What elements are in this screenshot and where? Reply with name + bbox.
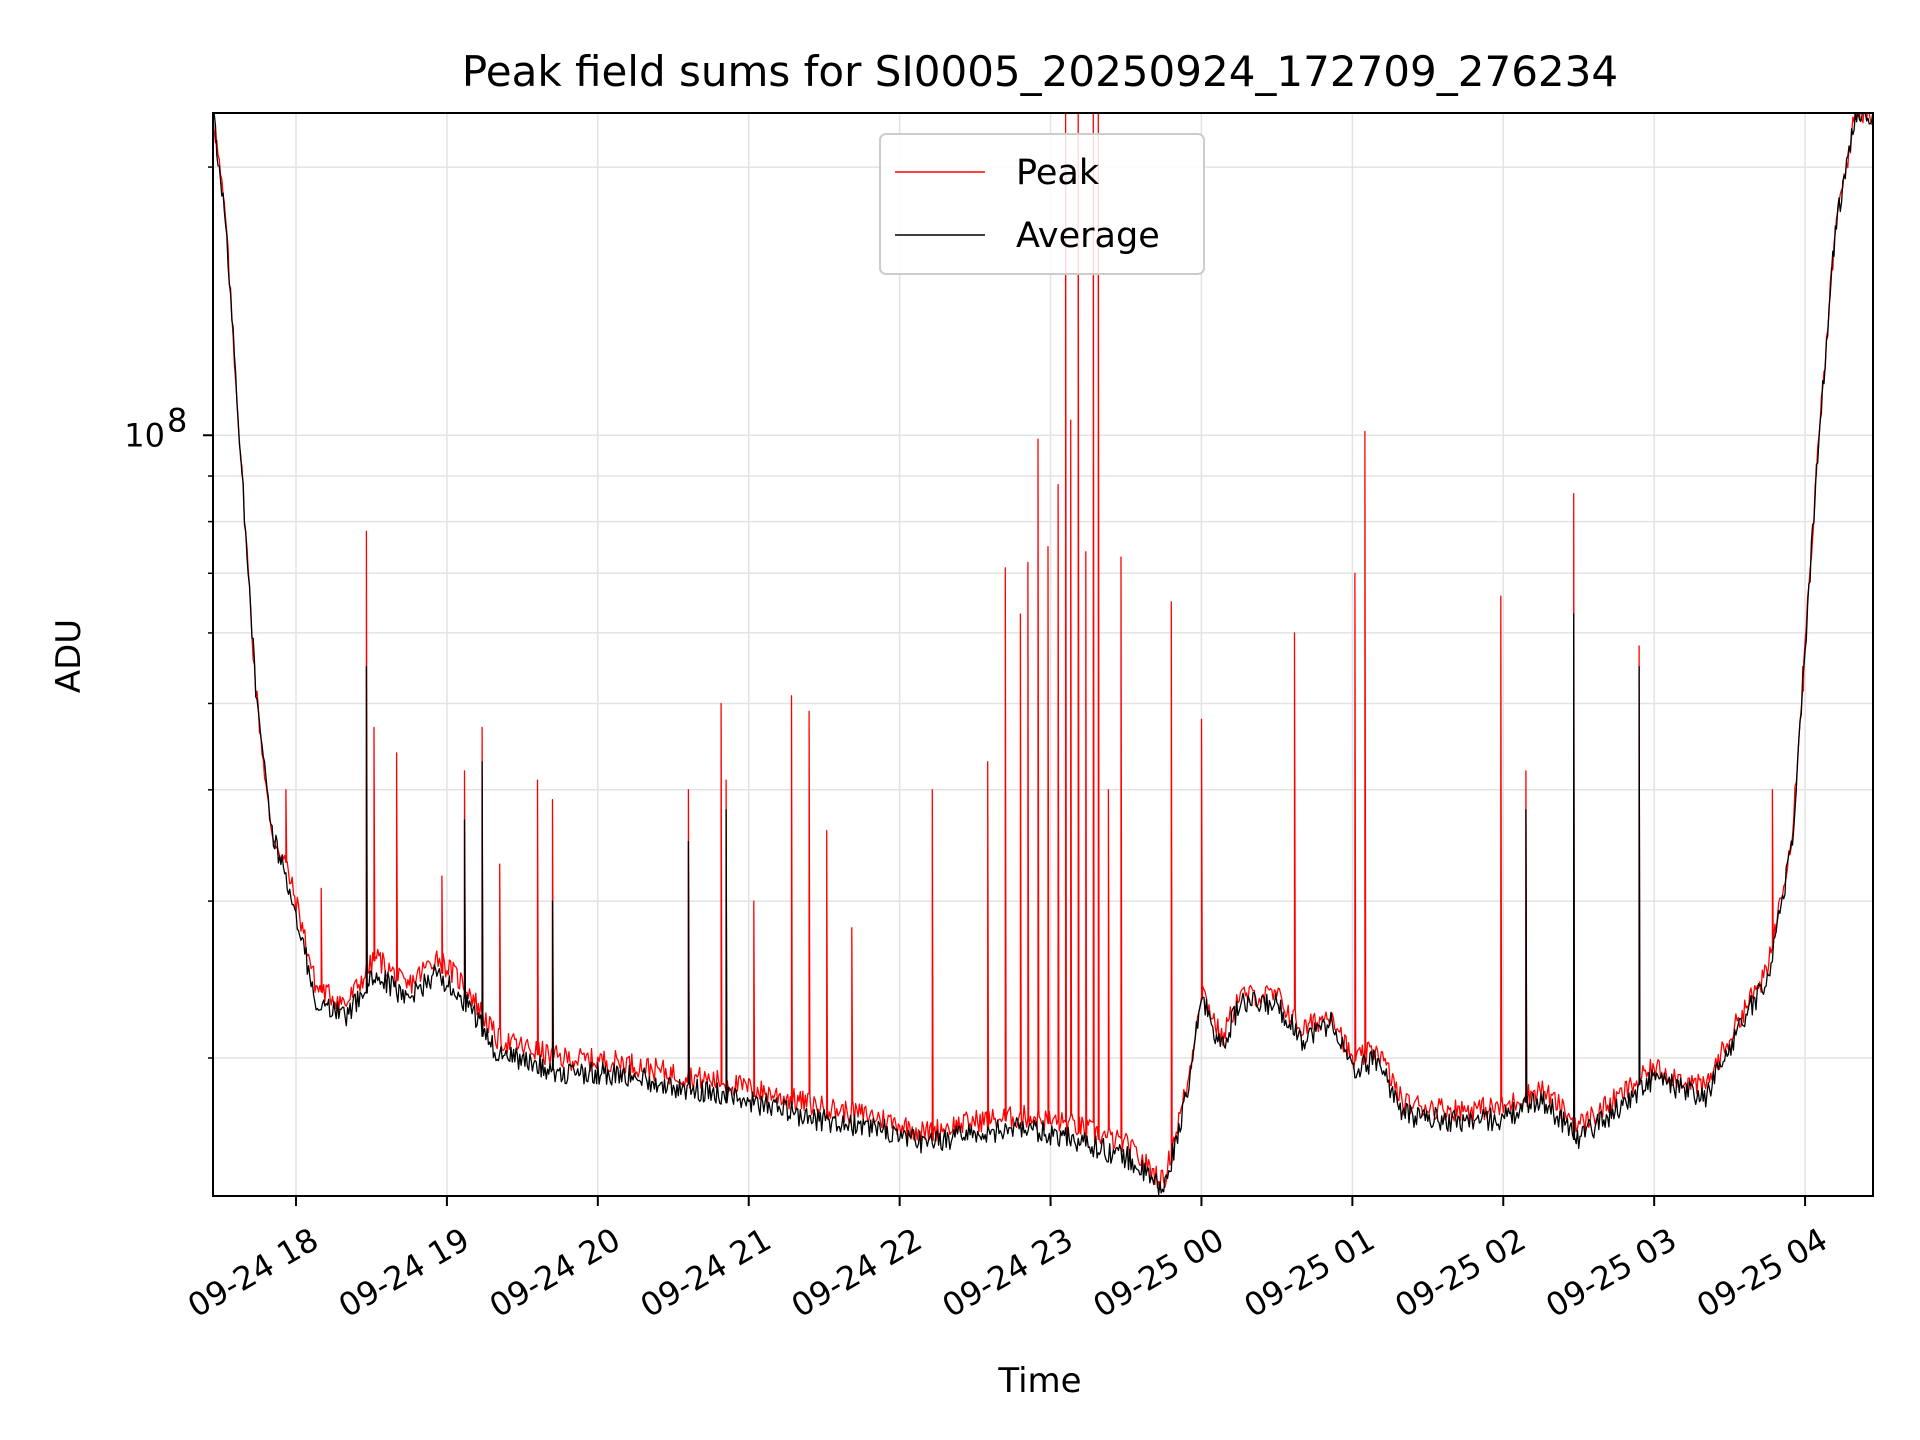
- legend: Peak Average: [879, 133, 1205, 275]
- legend-box: [879, 133, 1205, 275]
- y-tick-label-exponent: 8: [167, 401, 187, 439]
- x-tick-label: 09-24 21: [634, 1220, 778, 1325]
- average-series-line: [213, 113, 1873, 1196]
- y-tick-label: 10: [124, 416, 165, 454]
- plot-area: [213, 113, 1873, 1196]
- plot-frame: [212, 112, 1874, 1197]
- x-tick-label: 09-25 02: [1388, 1220, 1532, 1325]
- x-tick-label: 09-25 04: [1690, 1220, 1834, 1325]
- x-tick-label: 09-24 23: [936, 1220, 1080, 1325]
- legend-average-label: Average: [1016, 216, 1160, 256]
- x-axis-label: Time: [997, 1361, 1081, 1401]
- grid: [213, 113, 1873, 1196]
- chart-title: Peak field sums for SI0005_20250924_1727…: [462, 47, 1618, 96]
- x-tick-label: 09-25 01: [1238, 1220, 1382, 1325]
- x-tick-label: 09-24 22: [785, 1220, 929, 1325]
- x-tick-label: 09-24 20: [483, 1220, 627, 1325]
- y-axis-label: ADU: [49, 619, 89, 693]
- axis-ticks: 09-24 18 09-24 19 09-24 20 09-24 21 09-24 22…: [124, 166, 1834, 1325]
- x-tick-label: 09-24 18: [181, 1220, 325, 1325]
- legend-peak-label: Peak: [1016, 153, 1100, 193]
- x-tick-label: 09-24 19: [332, 1220, 476, 1325]
- x-tick-label: 09-25 00: [1087, 1220, 1231, 1325]
- x-tick-label: 09-25 03: [1539, 1220, 1683, 1325]
